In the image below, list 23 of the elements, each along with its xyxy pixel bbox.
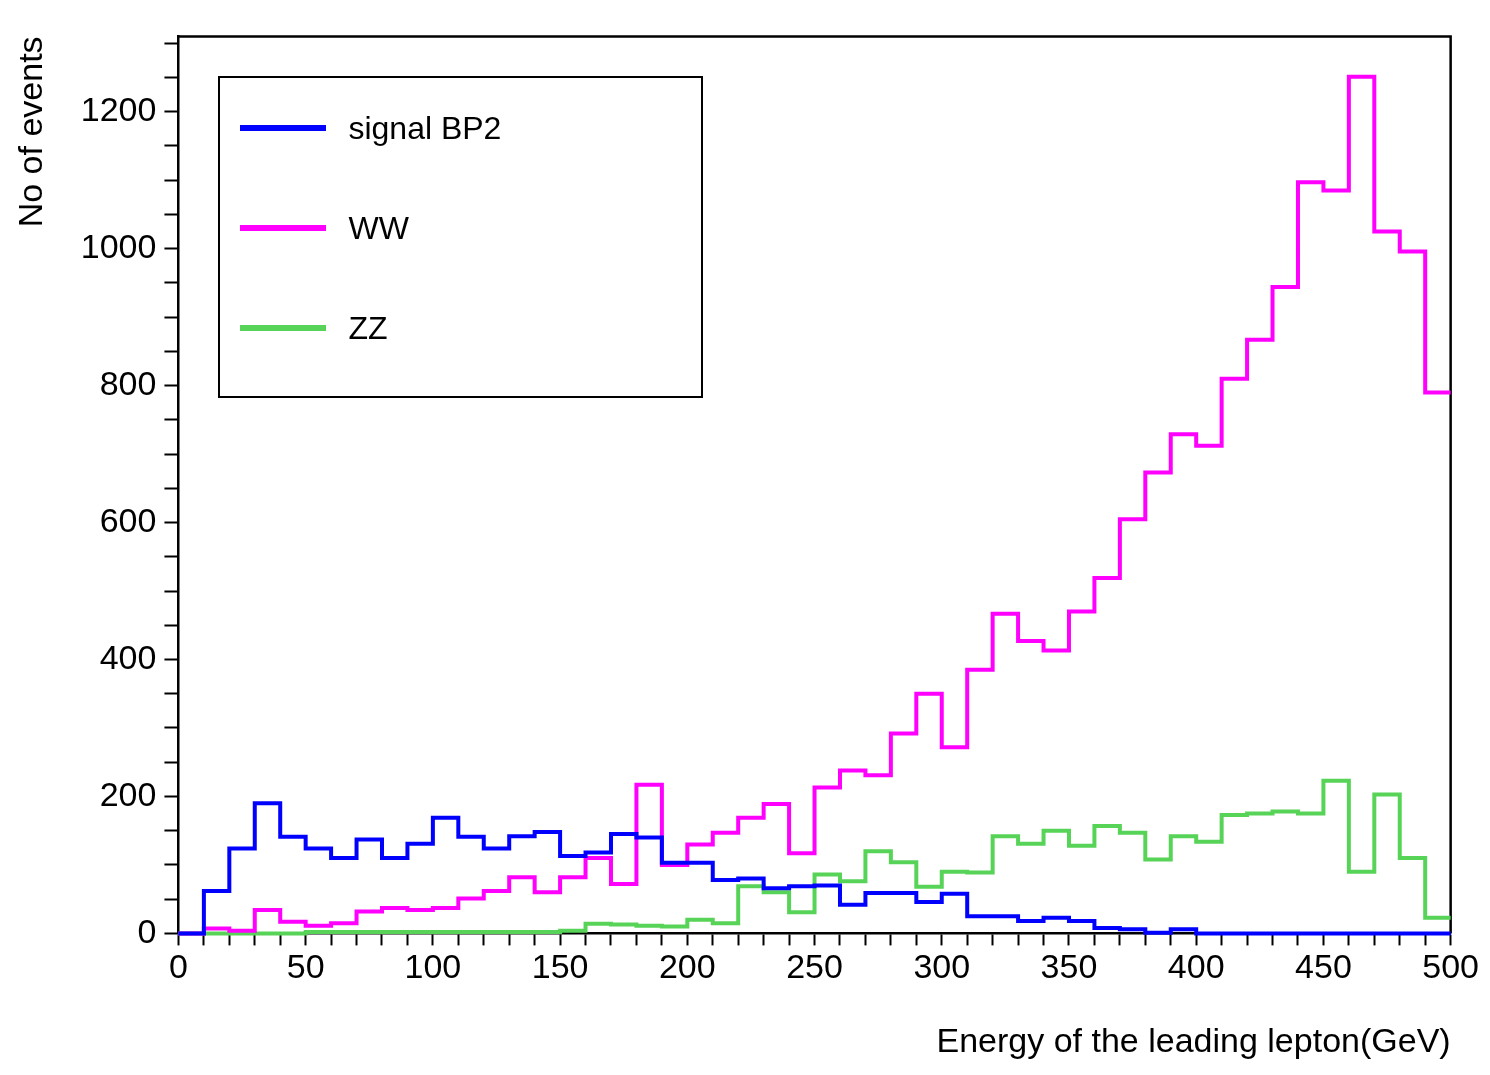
x-tick-label: 0 [168, 947, 188, 986]
x-tick-label: 250 [786, 947, 843, 986]
x-axis-title: Energy of the leading lepton(GeV) [936, 1020, 1451, 1059]
legend-label: signal BP2 [348, 109, 502, 147]
x-tick-label: 400 [1167, 947, 1225, 986]
x-tick-label: 450 [1295, 947, 1352, 986]
y-tick-label: 400 [99, 637, 157, 676]
legend-label: WW [348, 209, 409, 247]
x-tick-label: 100 [404, 947, 462, 986]
x-tick-label: 150 [531, 947, 589, 986]
x-tick-label: 300 [913, 947, 971, 986]
x-tick-label: 200 [658, 947, 716, 986]
y-tick-label: 600 [99, 500, 157, 539]
y-tick-label: 1000 [80, 227, 157, 266]
legend-label: ZZ [348, 309, 388, 347]
y-axis-title: No of events [10, 36, 49, 228]
y-tick-label: 200 [99, 774, 157, 813]
y-tick-label: 0 [137, 911, 157, 950]
y-tick-label: 1200 [80, 90, 157, 129]
x-tick-label: 350 [1040, 947, 1098, 986]
x-tick-label: 500 [1422, 947, 1479, 986]
y-tick-label: 800 [99, 363, 157, 402]
x-tick-label: 50 [286, 947, 325, 986]
